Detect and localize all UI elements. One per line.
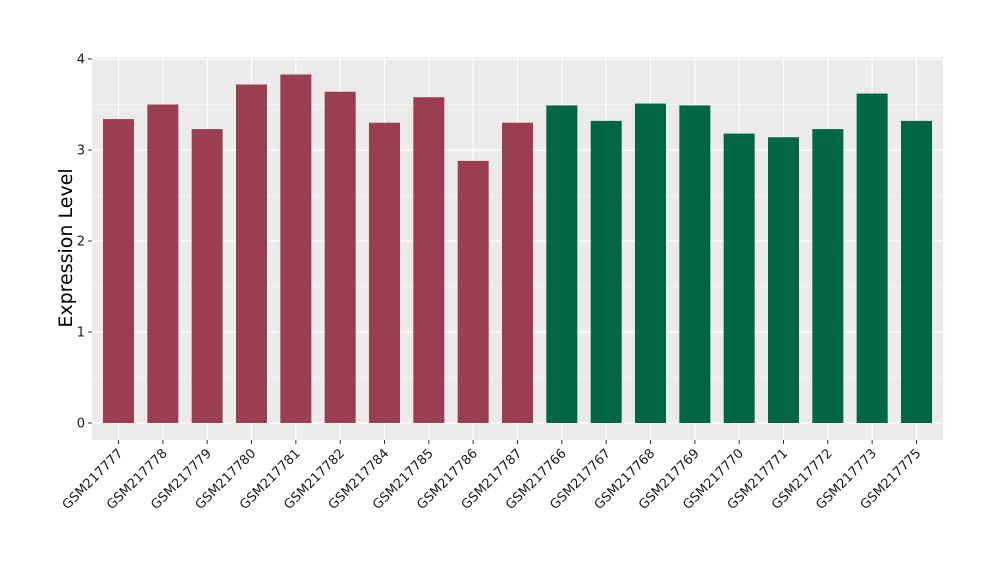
bars <box>103 74 932 424</box>
y-axis-title: Expression Level <box>55 168 77 327</box>
bar-gsm217771 <box>768 137 799 423</box>
bar-gsm217772 <box>812 129 844 423</box>
bar-gsm217785 <box>413 97 445 423</box>
y-tick-label: 0 <box>77 417 85 432</box>
bar-gsm217779 <box>191 129 223 423</box>
bar-gsm217769 <box>679 105 711 423</box>
bar-gsm217786 <box>457 160 489 424</box>
bar-gsm217780 <box>236 84 267 423</box>
bar-gsm217777 <box>103 119 134 423</box>
bar-gsm217782 <box>324 91 356 423</box>
bar-gsm217787 <box>502 122 533 423</box>
y-tick-label: 1 <box>77 326 85 341</box>
y-tick-label: 2 <box>77 235 85 250</box>
x-axis: GSM217777GSM217778GSM217779GSM217780GSM2… <box>60 440 924 513</box>
bar-gsm217781 <box>280 74 312 423</box>
y-axis: 0 1 2 3 4 <box>77 53 92 432</box>
bar-gsm217778 <box>147 104 179 423</box>
y-tick-label: 4 <box>77 53 85 68</box>
y-tick-label: 3 <box>77 144 85 159</box>
bar-gsm217773 <box>856 93 888 423</box>
bar-gsm217766 <box>546 105 578 423</box>
bar-gsm217768 <box>635 103 666 423</box>
bar-gsm217784 <box>369 122 400 423</box>
bar-gsm217770 <box>723 133 755 423</box>
bar-gsm217775 <box>901 120 932 423</box>
bar-gsm217767 <box>590 120 622 423</box>
